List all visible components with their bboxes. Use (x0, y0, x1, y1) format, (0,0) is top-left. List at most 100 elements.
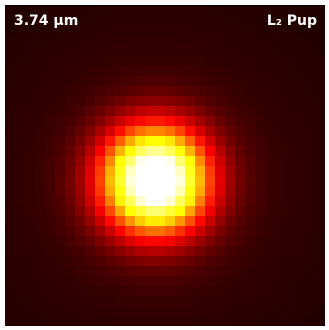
pixel (165, 286, 175, 296)
pixel (165, 126, 175, 136)
pixel (255, 36, 265, 46)
pixel (5, 36, 15, 46)
pixel (75, 206, 85, 216)
pixel (15, 36, 25, 46)
pixel (45, 176, 55, 186)
pixel (85, 126, 95, 136)
pixel (265, 46, 275, 56)
pixel (115, 36, 125, 46)
pixel (105, 6, 115, 16)
pixel (85, 256, 95, 266)
pixel (185, 216, 195, 226)
pixel (95, 16, 105, 26)
pixel (125, 16, 135, 26)
pixel (205, 266, 215, 276)
pixel (285, 106, 295, 116)
pixel (275, 66, 285, 76)
pixel (95, 236, 105, 246)
pixel (105, 36, 115, 46)
pixel (195, 76, 205, 86)
wavelength-label: 3.74 µm (14, 13, 78, 29)
pixel (55, 156, 65, 166)
pixel (295, 306, 305, 316)
pixel (315, 106, 325, 116)
pixel (225, 206, 235, 216)
pixel (195, 96, 205, 106)
pixel (285, 176, 295, 186)
pixel (125, 236, 135, 246)
pixel (35, 106, 45, 116)
pixel (235, 66, 245, 76)
pixel (305, 246, 315, 256)
pixel (125, 36, 135, 46)
pixel (15, 266, 25, 276)
pixel (215, 196, 225, 206)
pixel (215, 156, 225, 166)
pixel (275, 186, 285, 196)
pixel (35, 46, 45, 56)
pixel (105, 46, 115, 56)
pixel (135, 296, 145, 306)
pixel (165, 216, 175, 226)
pixel (235, 226, 245, 236)
pixel (255, 236, 265, 246)
pixel (315, 286, 325, 296)
pixel (165, 36, 175, 46)
pixel (165, 176, 175, 186)
pixel (115, 26, 125, 36)
pixel (255, 86, 265, 96)
pixel (45, 126, 55, 136)
pixel (125, 126, 135, 136)
pixel (205, 56, 215, 66)
pixel (305, 226, 315, 236)
pixel (5, 46, 15, 56)
pixel (35, 316, 45, 326)
pixel (115, 46, 125, 56)
pixel (95, 186, 105, 196)
pixel (305, 236, 315, 246)
pixel (255, 206, 265, 216)
pixel (195, 66, 205, 76)
pixel (15, 206, 25, 216)
pixel (315, 166, 325, 176)
pixel (245, 36, 255, 46)
pixel (165, 86, 175, 96)
pixel (55, 136, 65, 146)
pixel (175, 66, 185, 76)
pixel (275, 176, 285, 186)
pixel (305, 196, 315, 206)
pixel (35, 116, 45, 126)
pixel (235, 176, 245, 186)
pixel (55, 306, 65, 316)
pixel (155, 156, 165, 166)
pixel (205, 36, 215, 46)
pixel (275, 306, 285, 316)
pixel (25, 56, 35, 66)
pixel (275, 86, 285, 96)
pixel (145, 226, 155, 236)
pixel (265, 226, 275, 236)
pixel (15, 96, 25, 106)
pixel (235, 16, 245, 26)
pixel (35, 256, 45, 266)
pixel (145, 306, 155, 316)
pixel (55, 296, 65, 306)
pixel (315, 306, 325, 316)
pixel (225, 296, 235, 306)
pixel (275, 256, 285, 266)
pixel (305, 46, 315, 56)
pixel (155, 206, 165, 216)
pixel (305, 86, 315, 96)
pixel (25, 266, 35, 276)
pixel (125, 286, 135, 296)
pixel (235, 286, 245, 296)
pixel (95, 156, 105, 166)
pixel (5, 86, 15, 96)
pixel (85, 176, 95, 186)
pixel (85, 26, 95, 36)
pixel (305, 106, 315, 116)
pixel (275, 206, 285, 216)
pixel (235, 316, 245, 326)
pixel (115, 76, 125, 86)
pixel (195, 136, 205, 146)
